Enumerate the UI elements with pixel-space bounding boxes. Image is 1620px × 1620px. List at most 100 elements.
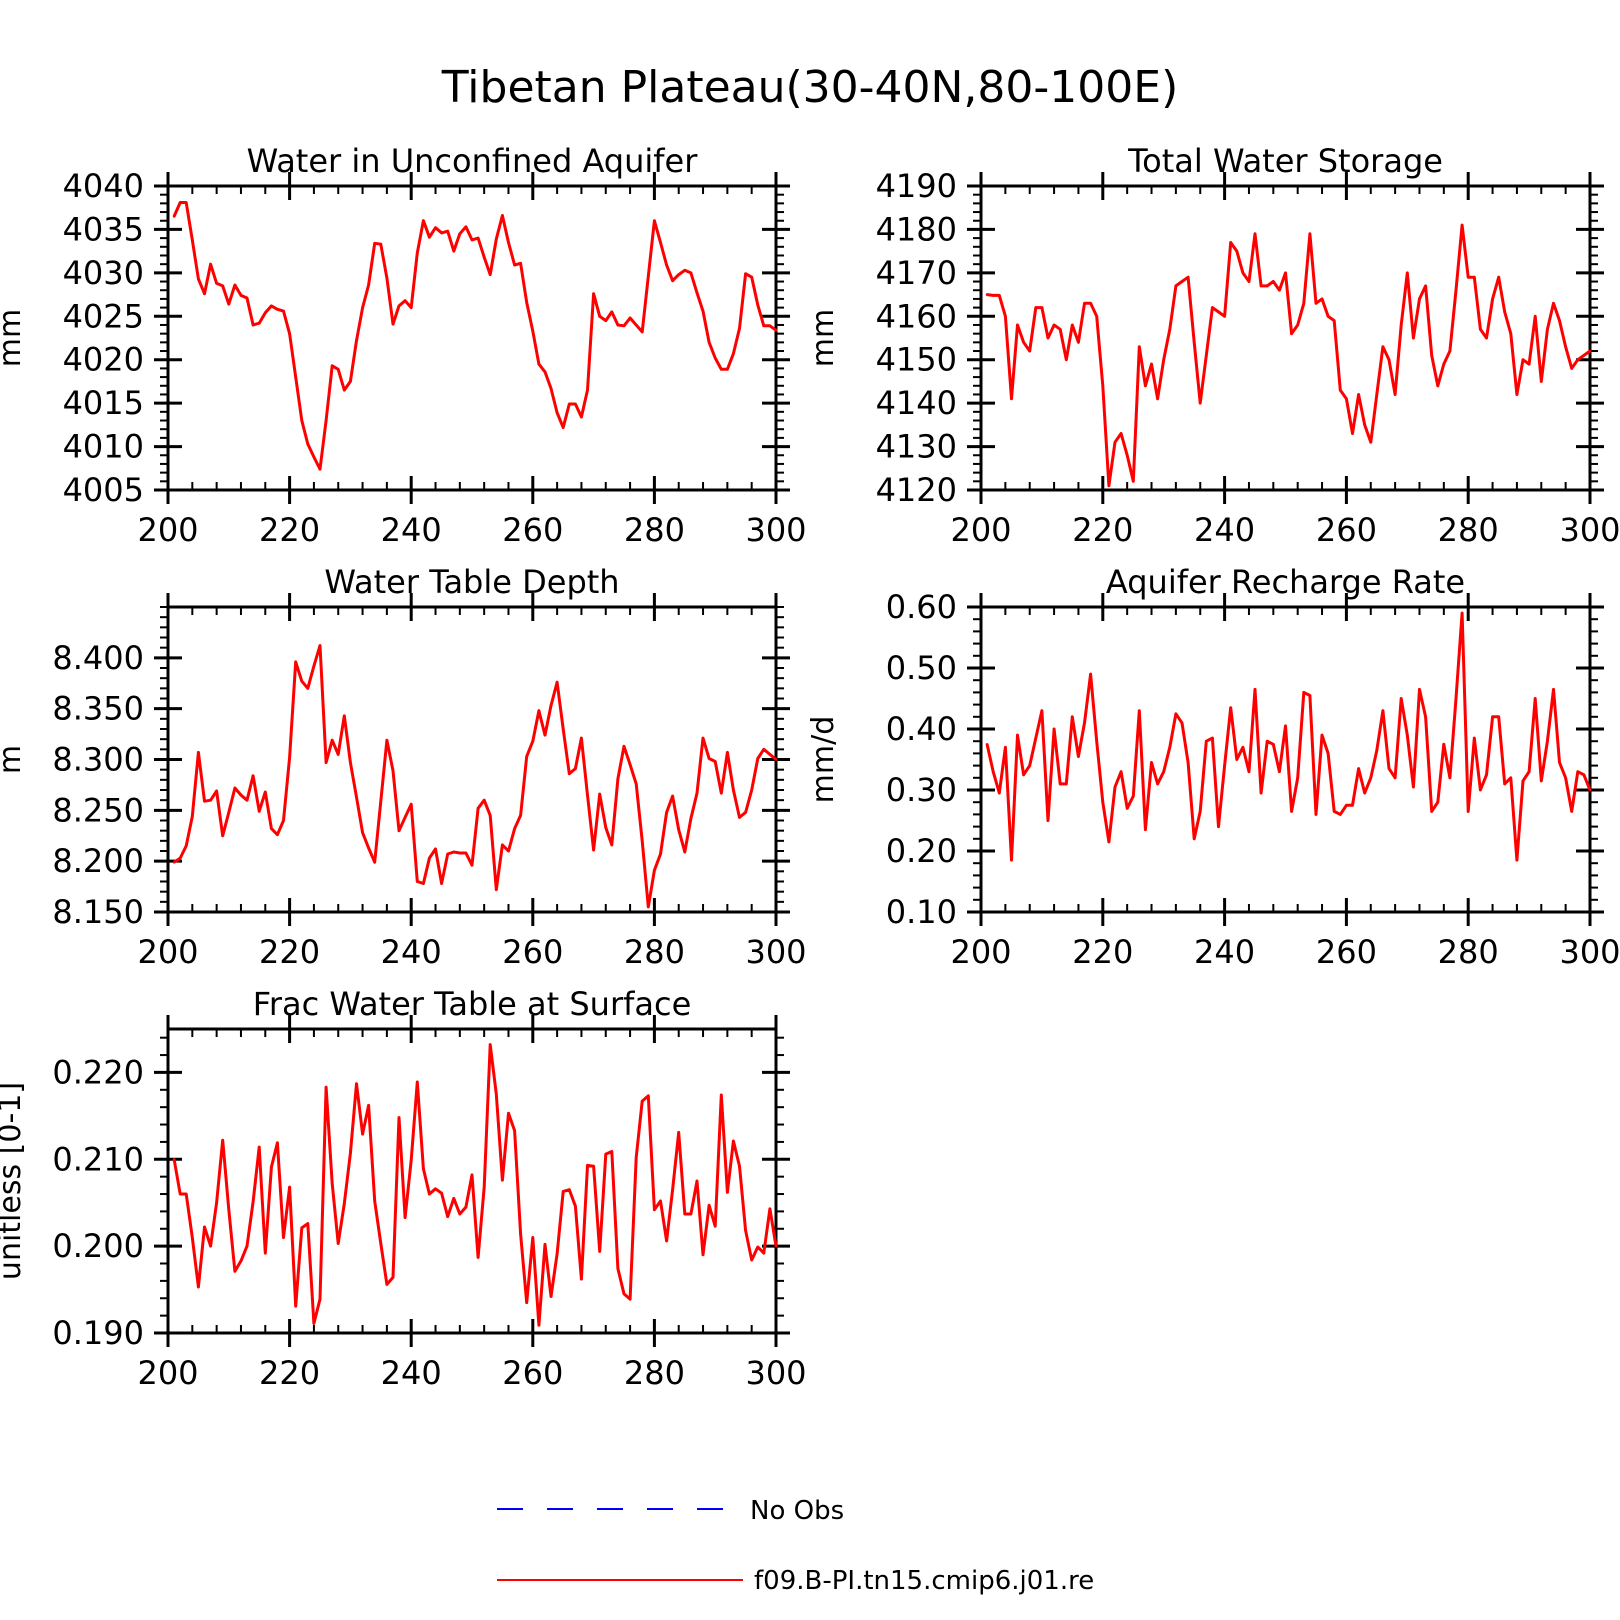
data-point <box>270 827 273 830</box>
data-point <box>403 816 407 819</box>
data-point <box>598 1250 601 1253</box>
data-point <box>634 323 638 327</box>
data-point <box>683 269 687 272</box>
data-point <box>488 814 492 817</box>
data-point <box>671 794 674 798</box>
data-point <box>464 851 468 855</box>
data-point <box>1320 733 1324 737</box>
data-point <box>197 1285 200 1289</box>
data-point <box>1339 813 1342 816</box>
data-point <box>1521 779 1525 783</box>
data-point <box>1533 315 1537 318</box>
data-point <box>470 1173 474 1177</box>
data-point <box>282 309 285 313</box>
data-point <box>750 1258 753 1262</box>
data-point <box>482 798 486 802</box>
x-tick-label: 200 <box>137 1354 198 1392</box>
data-point <box>1077 341 1080 344</box>
y-axis-label: mm <box>0 309 28 367</box>
data-point <box>1308 232 1312 236</box>
data-point <box>1040 306 1044 309</box>
data-point <box>1004 315 1007 318</box>
data-point <box>1198 401 1202 405</box>
data-point <box>1259 284 1263 288</box>
data-point <box>1460 223 1464 227</box>
data-point <box>640 330 644 334</box>
data-point <box>1473 736 1476 740</box>
data-point <box>1241 746 1245 749</box>
data-point <box>203 799 206 803</box>
data-point <box>452 249 456 253</box>
data-point <box>330 1182 334 1185</box>
data-point <box>239 1259 243 1263</box>
data-point <box>1119 432 1123 435</box>
series-points-0 <box>172 201 778 471</box>
data-point <box>270 304 273 308</box>
y-tick-label: 8.150 <box>52 893 144 931</box>
data-point <box>1071 715 1074 719</box>
data-point <box>1326 315 1330 318</box>
data-point <box>991 770 995 773</box>
data-point <box>215 282 218 285</box>
data-point <box>1229 706 1232 709</box>
data-point <box>1540 380 1543 383</box>
data-point <box>1192 341 1196 344</box>
data-point <box>209 1244 212 1248</box>
figure-title: Tibetan Plateau(30-40N,80-100E) <box>441 62 1178 113</box>
data-point <box>294 375 298 379</box>
data-point <box>1138 345 1141 349</box>
data-point <box>1223 315 1226 318</box>
data-point <box>501 214 504 217</box>
data-point <box>306 1222 310 1225</box>
data-point <box>1332 319 1336 322</box>
data-point <box>1436 800 1440 804</box>
data-point <box>239 294 243 297</box>
data-point <box>1527 770 1531 773</box>
data-point <box>227 302 231 306</box>
data-point <box>476 807 480 810</box>
data-point <box>695 291 699 295</box>
data-point <box>592 292 595 296</box>
data-point <box>622 324 626 328</box>
data-point <box>701 309 705 313</box>
data-point <box>1186 761 1190 764</box>
y-tick-label: 0.60 <box>886 588 957 626</box>
x-tick-label: 300 <box>745 1354 806 1392</box>
data-point <box>422 1167 425 1171</box>
data-point <box>561 426 565 429</box>
data-point <box>312 664 316 668</box>
data-point <box>750 788 753 792</box>
plot-frame <box>979 605 1592 914</box>
data-point <box>1393 776 1397 780</box>
data-point <box>1387 767 1391 770</box>
data-point <box>610 1150 614 1153</box>
chart-panel-1: Total Water Storage mm 200 220 240 260 280 300 4… <box>806 142 1620 549</box>
chart-panel-2: Water Table Depth m 200 220 240 260 280 300 8.15… <box>0 563 807 971</box>
series-points-0 <box>985 223 1592 488</box>
data-point <box>610 843 614 847</box>
series-points-0 <box>172 644 778 909</box>
data-point <box>647 905 650 909</box>
y-tick-label: 4180 <box>876 210 957 248</box>
x-tick-label: 200 <box>137 933 198 971</box>
series-line-0 <box>173 644 777 909</box>
data-point <box>1004 746 1007 749</box>
data-point <box>738 816 741 819</box>
data-point <box>385 738 389 742</box>
x-tick-label: 260 <box>502 511 563 549</box>
data-point <box>732 1139 735 1143</box>
data-point <box>561 727 565 731</box>
data-point <box>1564 345 1567 349</box>
data-point <box>543 733 547 737</box>
data-point <box>245 1244 249 1248</box>
data-point <box>1296 776 1299 780</box>
data-point <box>288 756 291 759</box>
data-point <box>659 241 662 244</box>
data-point <box>768 324 772 328</box>
data-point <box>1272 280 1275 283</box>
data-point <box>501 1178 504 1182</box>
data-point <box>774 328 778 332</box>
chart-panel-0: Water in Unconfined Aquifer mm 200 220 240 26… <box>0 142 807 549</box>
data-point <box>537 1323 541 1327</box>
data-point <box>647 1094 650 1098</box>
